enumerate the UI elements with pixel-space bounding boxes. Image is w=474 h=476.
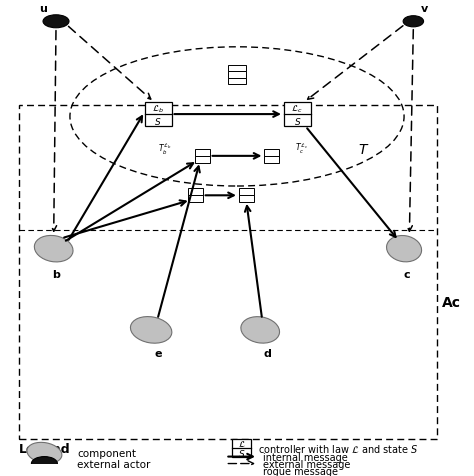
Bar xyxy=(228,79,246,85)
Bar xyxy=(228,66,246,72)
Ellipse shape xyxy=(27,442,62,464)
Ellipse shape xyxy=(31,456,57,470)
Text: $S$: $S$ xyxy=(238,447,246,458)
Text: b: b xyxy=(52,269,60,279)
Text: c: c xyxy=(403,269,410,279)
Ellipse shape xyxy=(130,317,172,344)
Bar xyxy=(284,103,311,127)
Text: d: d xyxy=(263,349,271,359)
Text: $T_b^{\mathcal{L}_b}$: $T_b^{\mathcal{L}_b}$ xyxy=(158,142,172,157)
Ellipse shape xyxy=(43,16,69,29)
Text: component: component xyxy=(77,448,136,458)
Text: Ac: Ac xyxy=(442,296,461,309)
Text: $T$: $T$ xyxy=(358,143,369,157)
Text: $T_c^{\mathcal{L}_c}$: $T_c^{\mathcal{L}_c}$ xyxy=(295,142,309,156)
Text: $\mathcal{L}_b$: $\mathcal{L}_b$ xyxy=(152,103,164,114)
Ellipse shape xyxy=(403,17,424,28)
Bar xyxy=(264,157,279,163)
Text: Legend: Legend xyxy=(19,442,71,455)
Bar xyxy=(232,439,251,456)
Text: controller with law $\mathcal{L}$ and state $S$: controller with law $\mathcal{L}$ and st… xyxy=(258,442,418,454)
Text: internal message: internal message xyxy=(263,452,347,462)
Text: external actor: external actor xyxy=(77,458,150,468)
Bar xyxy=(145,103,172,127)
Text: external message: external message xyxy=(263,458,350,468)
Ellipse shape xyxy=(34,236,73,262)
Bar xyxy=(228,72,246,79)
Ellipse shape xyxy=(241,317,280,343)
Text: $S$: $S$ xyxy=(293,116,301,127)
Text: $\mathcal{L}_c$: $\mathcal{L}_c$ xyxy=(292,103,303,114)
Text: v: v xyxy=(421,4,428,14)
Bar xyxy=(19,106,437,439)
Text: rogue message: rogue message xyxy=(263,466,337,476)
Bar xyxy=(188,196,203,203)
Text: $S$: $S$ xyxy=(155,116,162,127)
Text: e: e xyxy=(155,349,162,359)
Bar xyxy=(195,157,210,163)
Bar xyxy=(264,149,279,157)
Bar xyxy=(195,149,210,157)
Bar xyxy=(239,189,254,196)
Text: u: u xyxy=(39,4,47,14)
Bar xyxy=(239,196,254,203)
Ellipse shape xyxy=(387,236,421,262)
Bar xyxy=(188,189,203,196)
Text: $\mathcal{L}$: $\mathcal{L}$ xyxy=(238,438,246,448)
